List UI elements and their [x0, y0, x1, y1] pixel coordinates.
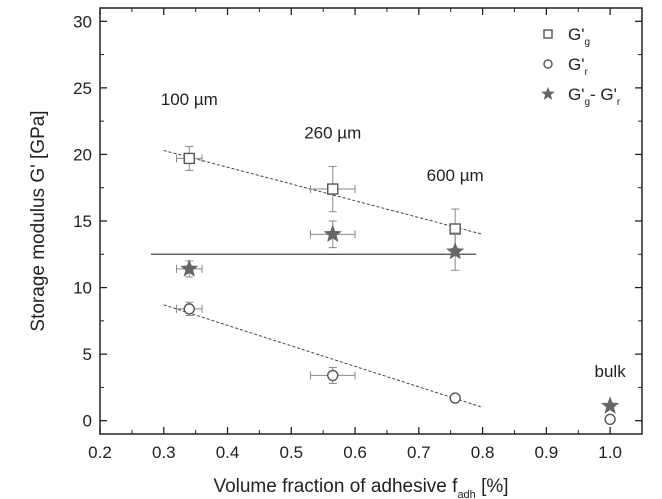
x-tick-label: 0.4: [216, 443, 240, 462]
data-marks: [176, 145, 620, 426]
y-tick-label: 30: [73, 12, 92, 31]
y-tick-label: 5: [83, 345, 92, 364]
annotation-label: 260 µm: [304, 123, 361, 142]
data-point-square: [327, 183, 339, 195]
x-tick-label: 0.6: [343, 443, 367, 462]
legend: G'g G'r G'g- G'r: [541, 25, 621, 108]
x-tick-label: 0.7: [407, 443, 431, 462]
legend-label: G'g- G'r: [568, 85, 621, 108]
annotation-label: 100 µm: [161, 90, 218, 109]
legend-label: G'g: [568, 25, 590, 48]
x-tick-label: 0.5: [279, 443, 303, 462]
y-axis-title: Storage modulus G' [GPa]: [28, 110, 49, 331]
y-tick-label: 15: [73, 212, 92, 231]
axes: 0.2 0.3 0.4 0.5 0.6 0.7 0.8 0.9 1.0 0 5 10 15 20 25 30 V…: [28, 7, 643, 499]
legend-label: G'r: [568, 55, 588, 78]
x-tick-label: 0.3: [152, 443, 176, 462]
legend-marker: [543, 59, 553, 69]
fit-line: [163, 304, 483, 408]
y-tick-label: 20: [73, 145, 92, 164]
data-point-star: [445, 241, 465, 260]
y-tick-label: 0: [83, 412, 92, 431]
y-tick-label: 25: [73, 79, 92, 98]
data-point-star: [323, 224, 342, 243]
x-tick-label: 0.8: [471, 443, 495, 462]
data-point-star: [180, 259, 199, 277]
x-tick-label: 1.0: [598, 443, 622, 462]
y-tick-label: 10: [73, 279, 92, 298]
annotation-label: 600 µm: [427, 166, 484, 185]
x-tick-label: 0.9: [535, 443, 559, 462]
legend-marker: [543, 29, 553, 39]
data-point-circle: [604, 413, 616, 426]
data-point-square: [183, 152, 195, 165]
data-point-circle: [183, 303, 195, 315]
data-point-circle: [449, 392, 461, 404]
data-point-star: [600, 396, 620, 414]
data-point-circle: [327, 369, 339, 382]
fit-lines: [151, 149, 483, 408]
annotations: 100 µm 260 µm 600 µm bulk: [161, 90, 626, 381]
fit-line: [163, 149, 483, 235]
legend-marker: [541, 86, 555, 100]
x-tick-label: 0.2: [88, 443, 112, 462]
plot-frame: [99, 7, 643, 435]
annotation-label: bulk: [595, 362, 627, 381]
x-axis-title: Volume fraction of adhesive fadh [%]: [213, 476, 508, 499]
